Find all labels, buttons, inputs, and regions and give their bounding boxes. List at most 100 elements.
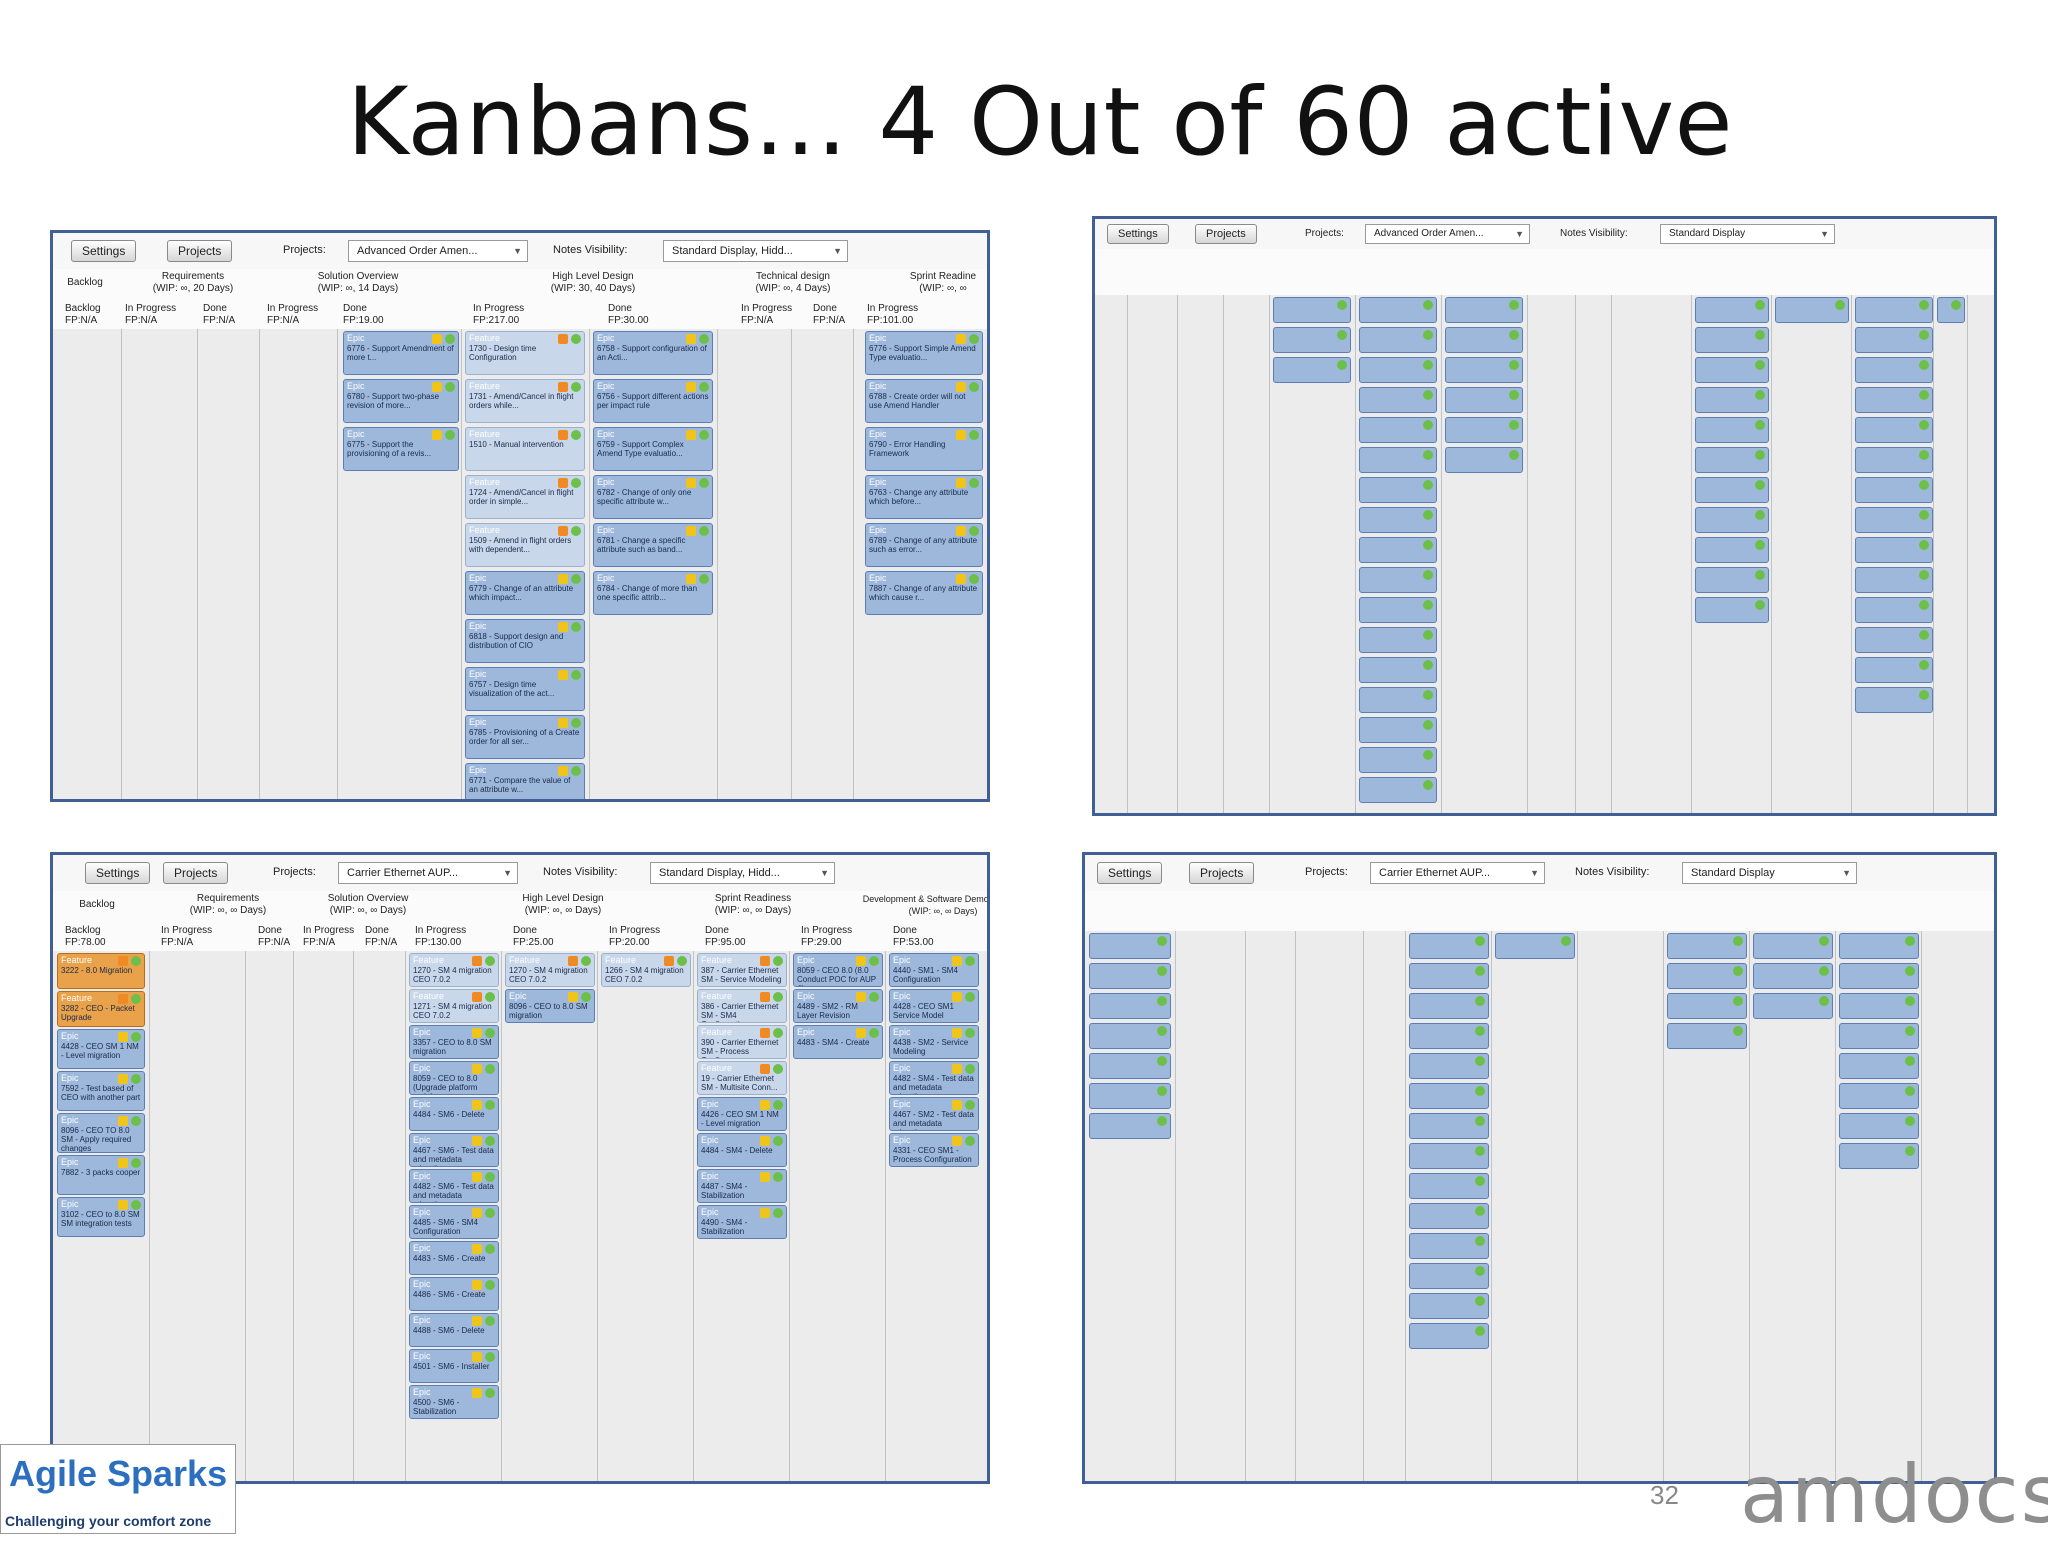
kanban-card[interactable] <box>1695 477 1769 503</box>
kanban-card[interactable]: Epic 7592 - Test based of CEO with anothe… <box>57 1071 145 1111</box>
kanban-card[interactable]: Epic 4440 - SM1 - SM4 Configuration <box>889 953 979 987</box>
kanban-card[interactable] <box>1855 417 1933 443</box>
kanban-card[interactable]: Epic 7887 - Change of any attribute which… <box>865 571 983 615</box>
kanban-card[interactable]: Feature 1271 - SM 4 migration CEO 7.0.2 <box>409 989 499 1023</box>
kanban-card[interactable]: Epic 4426 - CEO SM 1 NM - Level migration <box>697 1097 787 1131</box>
kanban-card[interactable] <box>1695 327 1769 353</box>
kanban-card[interactable] <box>1855 477 1933 503</box>
kanban-card[interactable] <box>1667 1023 1747 1049</box>
kanban-card[interactable] <box>1359 567 1437 593</box>
kanban-card[interactable] <box>1855 597 1933 623</box>
kanban-card[interactable] <box>1359 777 1437 803</box>
kanban-card[interactable]: Epic 4484 - SM4 - Delete <box>697 1133 787 1167</box>
kanban-card[interactable]: Feature 1724 - Amend/Cancel in flight ord… <box>465 475 585 519</box>
projects-button[interactable]: Projects <box>1195 224 1257 244</box>
kanban-card[interactable] <box>1359 327 1437 353</box>
kanban-card[interactable]: Epic 6776 - Support Amendment of more t..… <box>343 331 459 375</box>
kanban-card[interactable] <box>1409 933 1489 959</box>
kanban-card[interactable] <box>1667 933 1747 959</box>
kanban-card[interactable]: Feature 19 - Carrier Ethernet SM - Multis… <box>697 1061 787 1095</box>
kanban-card[interactable] <box>1359 417 1437 443</box>
kanban-card[interactable] <box>1695 567 1769 593</box>
kanban-card[interactable]: Epic 8096 - CEO to 8.0 SM migration <box>505 989 595 1023</box>
project-select[interactable]: Carrier Ethernet AUP... ▼ <box>1370 862 1545 884</box>
settings-button[interactable]: Settings <box>71 240 137 262</box>
kanban-card[interactable]: Feature 1731 - Amend/Cancel in flight ord… <box>465 379 585 423</box>
kanban-card[interactable] <box>1359 387 1437 413</box>
kanban-card[interactable] <box>1359 537 1437 563</box>
kanban-card[interactable]: Feature 1266 - SM 4 migration CEO 7.0.2 <box>601 953 691 987</box>
kanban-card[interactable] <box>1409 993 1489 1019</box>
kanban-card[interactable]: Epic 7882 - 3 packs cooper <box>57 1155 145 1195</box>
kanban-card[interactable] <box>1089 1083 1171 1109</box>
kanban-card[interactable] <box>1695 297 1769 323</box>
kanban-card[interactable] <box>1855 447 1933 473</box>
kanban-card[interactable] <box>1409 1143 1489 1169</box>
kanban-card[interactable]: Feature 3222 - 8.0 Migration <box>57 953 145 989</box>
kanban-card[interactable]: Epic 4486 - SM6 - Create <box>409 1277 499 1311</box>
kanban-card[interactable]: Epic 6771 - Compare the value of an attri… <box>465 763 585 799</box>
kanban-card[interactable] <box>1359 657 1437 683</box>
kanban-card[interactable] <box>1855 357 1933 383</box>
kanban-card[interactable] <box>1089 1023 1171 1049</box>
kanban-card[interactable]: Epic 4487 - SM4 - Stabilization <box>697 1169 787 1203</box>
kanban-card[interactable]: Feature 1510 - Manual intervention <box>465 427 585 471</box>
kanban-card[interactable]: Epic 4428 - CEO SM1 Service Model <box>889 989 979 1023</box>
kanban-card[interactable]: Epic 8059 - CEO 8.0 (8.0 Conduct POC for … <box>793 953 883 987</box>
kanban-card[interactable]: Epic 8096 - CEO TO 8.0 SM - Apply require… <box>57 1113 145 1153</box>
kanban-card[interactable] <box>1089 993 1171 1019</box>
kanban-card[interactable]: Epic 4501 - SM6 - Installer <box>409 1349 499 1383</box>
kanban-card[interactable]: Epic 6788 - Create order will not use Ame… <box>865 379 983 423</box>
kanban-card[interactable] <box>1855 567 1933 593</box>
kanban-card[interactable] <box>1359 717 1437 743</box>
kanban-card[interactable]: Epic 4482 - SM6 - Test data and metadata … <box>409 1169 499 1203</box>
kanban-card[interactable]: Epic 3102 - CEO to 8.0 SM SM integration … <box>57 1197 145 1237</box>
kanban-card[interactable]: Epic 4500 - SM6 - Stabilization <box>409 1385 499 1419</box>
kanban-card[interactable]: Epic 6758 - Support configuration of an A… <box>593 331 713 375</box>
kanban-card[interactable] <box>1409 963 1489 989</box>
kanban-card[interactable] <box>1089 963 1171 989</box>
kanban-card[interactable] <box>1409 1203 1489 1229</box>
kanban-card[interactable] <box>1409 1233 1489 1259</box>
kanban-card[interactable] <box>1273 297 1351 323</box>
notes-visibility-select[interactable]: Standard Display, Hidd... ▼ <box>663 240 848 262</box>
kanban-card[interactable] <box>1695 357 1769 383</box>
settings-button[interactable]: Settings <box>85 862 151 884</box>
kanban-card[interactable] <box>1937 297 1965 323</box>
kanban-card[interactable] <box>1445 387 1523 413</box>
kanban-card[interactable]: Epic 4484 - SM6 - Delete <box>409 1097 499 1131</box>
kanban-card[interactable] <box>1695 387 1769 413</box>
notes-visibility-select[interactable]: Standard Display ▼ <box>1660 224 1835 244</box>
kanban-card[interactable]: Epic 6763 - Change any attribute which be… <box>865 475 983 519</box>
kanban-card[interactable] <box>1855 687 1933 713</box>
kanban-card[interactable]: Epic 4428 - CEO SM 1 NM - Level migration <box>57 1029 145 1069</box>
kanban-card[interactable]: Epic 6779 - Change of an attribute which … <box>465 571 585 615</box>
settings-button[interactable]: Settings <box>1097 862 1163 884</box>
projects-button[interactable]: Projects <box>163 862 229 884</box>
kanban-card[interactable] <box>1409 1293 1489 1319</box>
kanban-card[interactable] <box>1855 297 1933 323</box>
kanban-card[interactable]: Epic 4483 - SM4 - Create <box>793 1025 883 1059</box>
kanban-card[interactable] <box>1273 357 1351 383</box>
projects-button[interactable]: Projects <box>1189 862 1255 884</box>
kanban-card[interactable] <box>1839 993 1919 1019</box>
kanban-card[interactable]: Epic 6790 - Error Handling Framework <box>865 427 983 471</box>
kanban-card[interactable] <box>1445 297 1523 323</box>
kanban-card[interactable] <box>1855 657 1933 683</box>
kanban-card[interactable] <box>1089 933 1171 959</box>
kanban-card[interactable]: Epic 6789 - Change of any attribute such … <box>865 523 983 567</box>
kanban-card[interactable]: Epic 4331 - CEO SM1 - Process Configurati… <box>889 1133 979 1167</box>
kanban-card[interactable] <box>1089 1053 1171 1079</box>
kanban-card[interactable] <box>1855 327 1933 353</box>
kanban-card[interactable]: Epic 4485 - SM6 - SM4 Configuration <box>409 1205 499 1239</box>
kanban-card[interactable] <box>1445 417 1523 443</box>
kanban-card[interactable] <box>1753 933 1833 959</box>
kanban-card[interactable]: Epic 6784 - Change of more than one speci… <box>593 571 713 615</box>
notes-visibility-select[interactable]: Standard Display ▼ <box>1682 862 1857 884</box>
kanban-card[interactable] <box>1273 327 1351 353</box>
kanban-card[interactable] <box>1359 687 1437 713</box>
kanban-card[interactable] <box>1695 597 1769 623</box>
kanban-card[interactable]: Epic 6775 - Support the provisioning of a… <box>343 427 459 471</box>
kanban-card[interactable] <box>1839 1143 1919 1169</box>
